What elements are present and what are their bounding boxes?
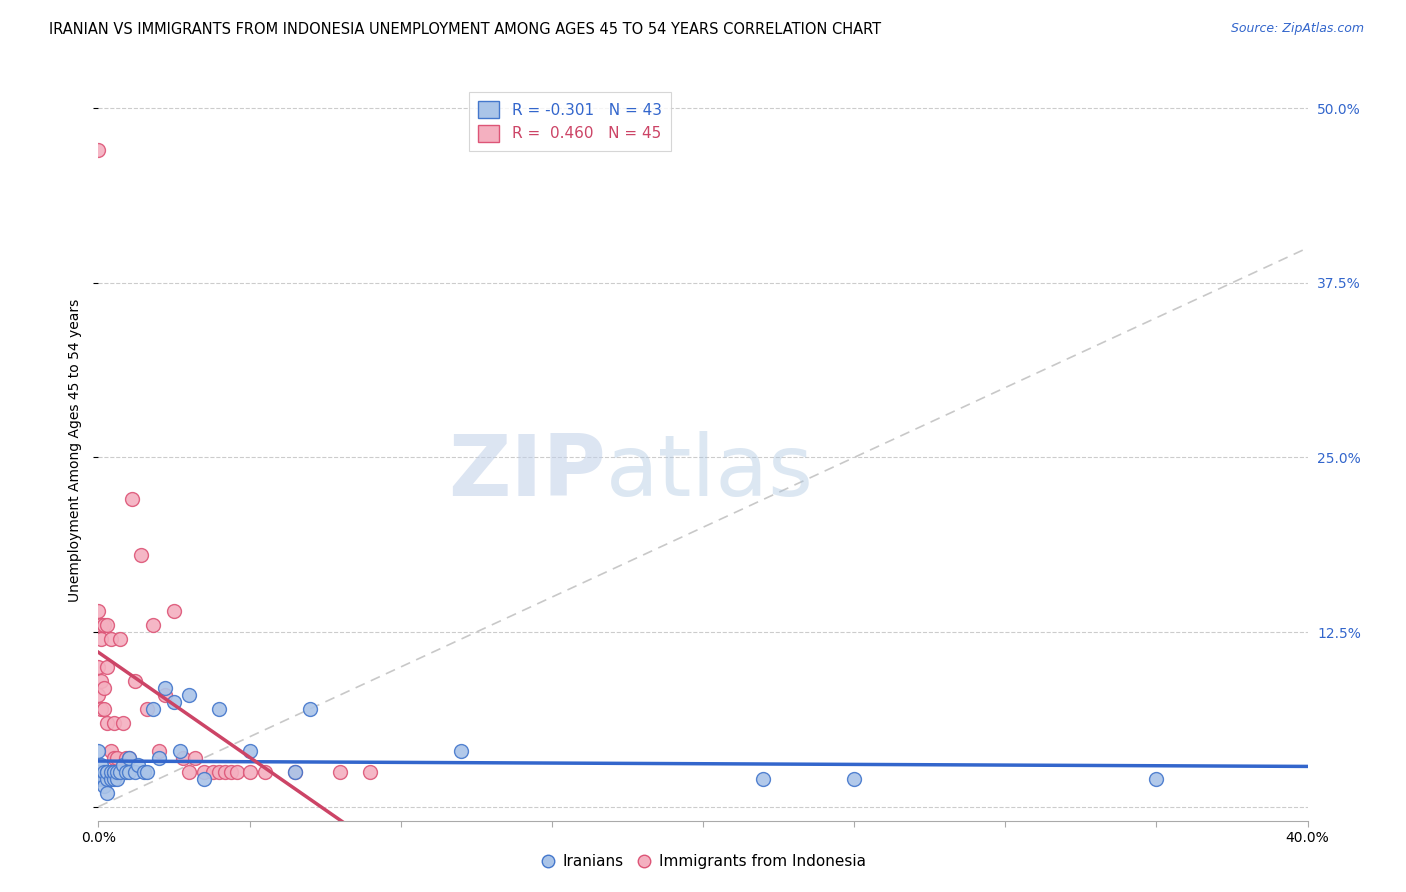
Point [118, 764, 141, 779]
Point [96, 660, 118, 674]
Point [96, 618, 118, 632]
Point [114, 764, 136, 779]
Point [127, 757, 149, 772]
Point [90, 632, 112, 646]
Point [752, 772, 775, 786]
Point [153, 681, 176, 695]
Point [172, 751, 194, 765]
Point [208, 702, 231, 716]
Point [100, 632, 122, 646]
Text: atlas: atlas [606, 431, 814, 514]
Point [221, 764, 243, 779]
Point [105, 772, 128, 786]
Point [93, 779, 115, 793]
Point [87, 604, 110, 618]
Point [93, 772, 115, 786]
Point [124, 764, 146, 779]
Point [226, 764, 249, 779]
Point [90, 618, 112, 632]
Point [103, 772, 125, 786]
Point [169, 744, 191, 758]
Point [103, 751, 125, 765]
Point [96, 772, 118, 786]
Y-axis label: Unemployment Among Ages 45 to 54 years: Unemployment Among Ages 45 to 54 years [69, 299, 83, 602]
Point [132, 764, 155, 779]
Point [108, 764, 131, 779]
Point [121, 492, 143, 507]
Point [96, 786, 118, 800]
Point [184, 751, 207, 765]
Point [87, 772, 110, 786]
Point [111, 757, 134, 772]
Point [129, 548, 152, 562]
Point [163, 695, 186, 709]
Legend: R = -0.301   N = 43, R =  0.460   N = 45: R = -0.301 N = 43, R = 0.460 N = 45 [468, 92, 671, 152]
Point [284, 764, 307, 779]
Point [299, 702, 322, 716]
Point [360, 764, 382, 779]
Point [87, 660, 110, 674]
Point [90, 702, 112, 716]
Point [100, 764, 122, 779]
Point [87, 143, 110, 157]
Point [329, 764, 352, 779]
Point [179, 764, 201, 779]
Point [193, 764, 215, 779]
Point [105, 751, 128, 765]
Point [214, 764, 236, 779]
Point [103, 764, 125, 779]
Point [450, 744, 472, 758]
Point [93, 702, 115, 716]
Point [114, 751, 136, 765]
Point [93, 764, 115, 779]
Point [284, 764, 307, 779]
Text: IRANIAN VS IMMIGRANTS FROM INDONESIA UNEMPLOYMENT AMONG AGES 45 TO 54 YEARS CORR: IRANIAN VS IMMIGRANTS FROM INDONESIA UNE… [49, 22, 882, 37]
Point [135, 702, 157, 716]
Point [103, 764, 125, 779]
Point [87, 688, 110, 702]
Point [100, 744, 122, 758]
Point [153, 688, 176, 702]
Point [142, 702, 165, 716]
Point [118, 751, 141, 765]
Point [124, 673, 146, 688]
Point [253, 764, 276, 779]
Point [100, 772, 122, 786]
Point [87, 744, 110, 758]
Point [90, 757, 112, 772]
Point [93, 681, 115, 695]
Point [844, 772, 866, 786]
Point [1144, 772, 1167, 786]
Point [179, 688, 201, 702]
Legend: Iranians, Immigrants from Indonesia: Iranians, Immigrants from Indonesia [534, 848, 872, 875]
Point [90, 772, 112, 786]
Point [96, 764, 118, 779]
Point [96, 764, 118, 779]
Point [87, 764, 110, 779]
Point [93, 618, 115, 632]
Point [90, 673, 112, 688]
Point [103, 715, 125, 730]
Point [202, 764, 225, 779]
Point [239, 764, 262, 779]
Point [239, 744, 262, 758]
Text: Source: ZipAtlas.com: Source: ZipAtlas.com [1230, 22, 1364, 36]
Point [111, 715, 134, 730]
Point [105, 764, 128, 779]
Text: ZIP: ZIP [449, 431, 606, 514]
Point [148, 751, 170, 765]
Point [163, 604, 186, 618]
Point [193, 772, 215, 786]
Point [96, 715, 118, 730]
Point [135, 764, 157, 779]
Point [208, 764, 231, 779]
Point [108, 632, 131, 646]
Point [118, 751, 141, 765]
Point [142, 618, 165, 632]
Point [148, 744, 170, 758]
